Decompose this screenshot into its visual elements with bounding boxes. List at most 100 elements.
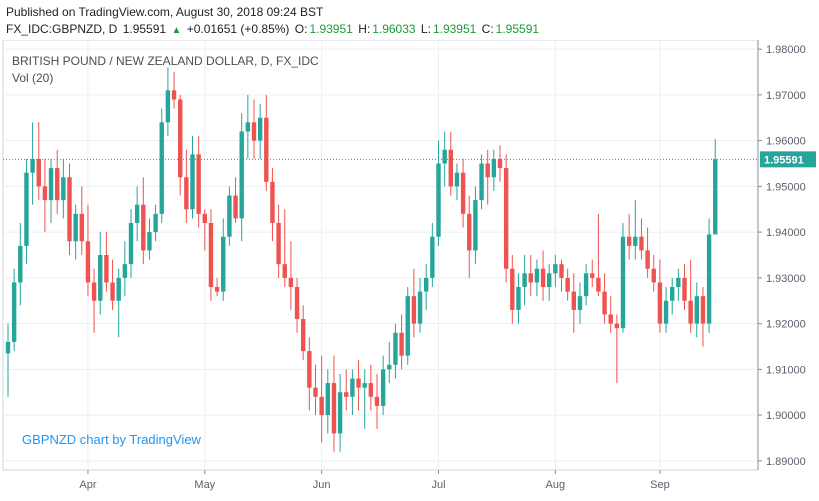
candle-body	[510, 268, 515, 310]
change-value: +0.01651 (+0.85%)	[186, 22, 290, 36]
candle-body	[639, 236, 644, 251]
candle-body	[670, 287, 675, 301]
candle-body	[706, 234, 712, 324]
candle-body	[473, 200, 478, 251]
candle-body	[534, 268, 540, 283]
candle-body	[688, 300, 693, 324]
candle-body	[61, 177, 66, 201]
candle-body	[663, 300, 669, 324]
x-tick-label: Jun	[313, 479, 331, 491]
y-tick-label: 1.94000	[766, 227, 806, 239]
candle-body	[374, 396, 380, 406]
candle-body	[79, 213, 84, 242]
candle-body	[264, 117, 269, 182]
candle-body	[313, 387, 318, 397]
candle-body	[98, 255, 103, 301]
candle-body	[214, 287, 220, 292]
candle-body	[547, 273, 552, 288]
candle-body	[331, 383, 337, 434]
candle-body	[694, 296, 699, 324]
candle-body	[565, 277, 570, 292]
candle-body	[67, 177, 72, 242]
close-label: C:	[481, 22, 494, 36]
candle-body	[485, 163, 490, 178]
candle-body	[417, 291, 423, 324]
candle-body	[553, 264, 558, 274]
candle-body	[208, 222, 214, 288]
candle-body	[141, 204, 146, 251]
candle-body	[713, 159, 718, 235]
candlestick-chart[interactable]: 1.98000 1.97000 1.96000 1.95000 1.94000 1.930…	[0, 40, 819, 501]
y-tick-label: 1.91000	[766, 364, 806, 376]
candle-body	[18, 245, 23, 283]
candle-body	[116, 277, 121, 301]
candle-body	[319, 396, 324, 416]
candle-body	[633, 236, 638, 246]
candle-body	[165, 90, 171, 123]
candle-body	[294, 287, 300, 320]
candle-body	[288, 277, 294, 288]
open-value: 1.93951	[309, 22, 353, 36]
candle-body	[528, 273, 533, 283]
candle-body	[251, 122, 257, 141]
candle-body	[184, 177, 189, 210]
candle-body	[454, 172, 460, 187]
candle-body	[368, 383, 374, 397]
candle-body	[430, 236, 435, 278]
up-arrow-icon: ▲	[171, 25, 182, 36]
candle-body	[178, 99, 183, 178]
candle-body	[399, 332, 404, 356]
candle-body	[159, 122, 164, 214]
symbol-label: FX_IDC:GBPNZD, D	[6, 22, 118, 36]
candle-body	[393, 332, 398, 365]
candle-body	[651, 268, 656, 283]
y-tick-label: 1.92000	[766, 319, 806, 331]
y-tick-label: 1.98000	[766, 44, 806, 56]
candle-body	[559, 264, 564, 278]
candle-body	[657, 282, 663, 324]
candle-body	[104, 255, 109, 283]
candle-body	[590, 273, 595, 278]
candle-body	[42, 186, 48, 201]
y-tick-label: 1.97000	[766, 90, 806, 102]
candle-body	[85, 241, 91, 283]
candle-body	[190, 154, 195, 210]
candle-body	[171, 90, 177, 100]
candle-body	[91, 282, 97, 301]
close-value: 1.95591	[495, 22, 540, 36]
candle-body	[245, 122, 251, 132]
candle-body	[337, 392, 343, 434]
plot-area	[2, 40, 759, 471]
watermark-text: GBPNZD chart by TradingView	[22, 432, 202, 447]
x-tick-label: Apr	[79, 479, 96, 491]
candle-body	[30, 158, 35, 173]
last-price-label: 1.95591	[764, 154, 804, 166]
ohlc-line: FX_IDC:GBPNZD, D 1.95591 ▲ +0.01651 (+0.…	[6, 22, 541, 36]
y-tick-label: 1.90000	[766, 410, 806, 422]
y-tick-label: 1.95000	[766, 181, 806, 193]
x-tick-label: Jul	[431, 479, 445, 491]
last-price-tag	[760, 151, 816, 168]
high-value: 1.96033	[372, 22, 416, 36]
candle-body	[411, 296, 417, 324]
candle-body	[620, 236, 626, 329]
candle-body	[55, 168, 60, 201]
y-tick-label: 1.93000	[766, 273, 806, 285]
volume-label: Vol (20)	[12, 71, 53, 85]
candle-body	[380, 369, 386, 406]
candle-body	[460, 172, 466, 214]
candle-body	[196, 154, 201, 214]
low-value: 1.93951	[432, 22, 477, 36]
y-tick-label: 1.89000	[766, 456, 806, 468]
published-line: Published on TradingView.com, August 30,…	[6, 5, 324, 19]
candle-body	[436, 163, 441, 237]
candle-body	[128, 222, 134, 265]
candle-body	[276, 222, 281, 265]
candle-body	[233, 195, 238, 219]
candle-body	[5, 341, 11, 354]
candle-body	[270, 181, 275, 223]
x-tick-label: Aug	[546, 479, 566, 491]
candle-body	[301, 319, 306, 352]
candle-body	[344, 392, 349, 397]
candle-body	[362, 383, 367, 388]
